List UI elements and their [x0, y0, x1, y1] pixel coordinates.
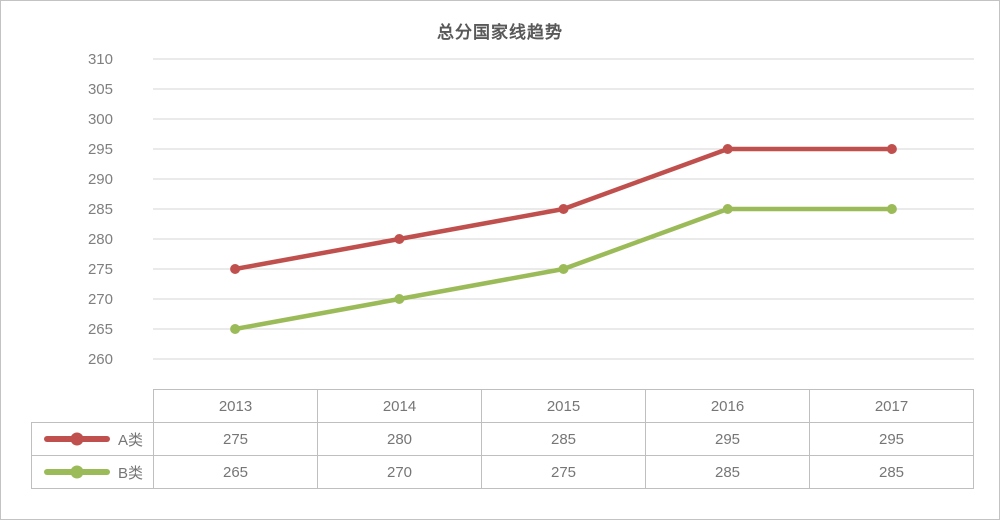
data-point-marker — [230, 324, 241, 334]
legend-label: A类 — [118, 431, 144, 449]
y-axis-tick-label: 290 — [88, 171, 113, 188]
y-axis-tick-label: 275 — [88, 261, 113, 278]
y-axis-tick-label: 295 — [88, 141, 113, 158]
data-point-marker — [722, 204, 733, 214]
y-axis-tick-label: 285 — [88, 201, 113, 218]
data-point-marker — [886, 204, 897, 214]
legend-marker-dot — [70, 432, 84, 446]
table-cell-value: 270 — [317, 455, 482, 489]
table-cell-value: 275 — [153, 422, 318, 456]
chart-title: 总分国家线趋势 — [437, 23, 563, 42]
table-cell-value: 295 — [809, 422, 974, 456]
y-axis-tick-label: 260 — [88, 351, 113, 368]
table-cell-value: 285 — [809, 455, 974, 489]
legend-marker-dot — [70, 465, 84, 479]
table-cell-value: 275 — [481, 455, 646, 489]
table-cell-value: 265 — [153, 455, 318, 489]
y-axis-tick-label: 280 — [88, 231, 113, 248]
table-column-header: 2016 — [645, 389, 810, 423]
table-header-row: 2013 2014 2015 2016 2017 — [32, 389, 974, 423]
y-axis-tick-label: 270 — [88, 291, 113, 308]
legend-cell: A类 — [31, 422, 154, 456]
table-corner-blank — [32, 390, 154, 423]
table-cell-value: 295 — [645, 422, 810, 456]
data-point-marker — [558, 264, 569, 274]
legend-cell: B类 — [31, 455, 154, 489]
table-cell-value: 285 — [481, 422, 646, 456]
data-point-marker — [394, 234, 405, 244]
y-axis-tick-label: 300 — [88, 111, 113, 128]
y-axis-tick-label: 310 — [88, 51, 113, 68]
table-cell-value: 280 — [317, 422, 482, 456]
table-column-header: 2017 — [809, 389, 974, 423]
legend-marker — [44, 432, 110, 446]
legend-key: A类 — [32, 429, 153, 450]
table-row: B类 265 270 275 285 285 — [31, 455, 974, 489]
data-point-marker — [886, 144, 897, 154]
legend-marker — [44, 465, 110, 479]
data-point-marker — [722, 144, 733, 154]
data-point-marker — [230, 264, 241, 274]
table-column-header: 2015 — [481, 389, 646, 423]
table-column-header: 2014 — [317, 389, 482, 423]
table-cell-value: 285 — [645, 455, 810, 489]
y-axis-tick-label: 305 — [88, 81, 113, 98]
legend-label: B类 — [118, 464, 144, 482]
table-row: A类 275 280 285 295 295 — [31, 422, 974, 456]
chart-data-table: 2013 2014 2015 2016 2017 A类 275 280 285 295 295 B类… — [31, 389, 974, 489]
legend-key: B类 — [32, 462, 153, 483]
data-point-marker — [394, 294, 405, 304]
data-point-marker — [558, 204, 569, 214]
table-column-header: 2013 — [153, 389, 318, 423]
y-axis-tick-label: 265 — [88, 321, 113, 338]
